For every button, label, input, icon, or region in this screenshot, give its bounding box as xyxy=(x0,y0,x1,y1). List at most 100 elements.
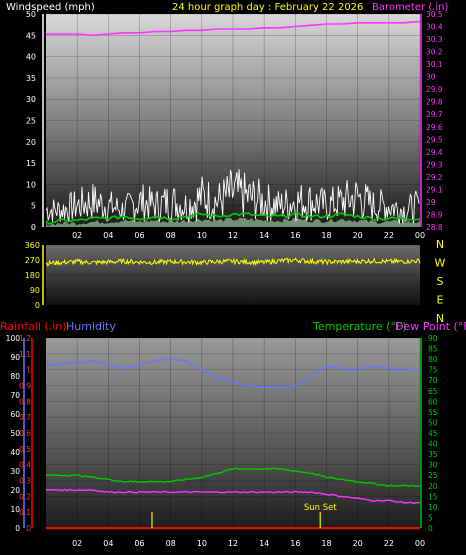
x-tick-label: 08 xyxy=(166,539,176,548)
humidity-tick-label: 20 xyxy=(10,486,20,495)
temperature-tick-label: 35 xyxy=(428,450,438,459)
x-tick-label: 00 xyxy=(415,539,425,548)
barometer-tick-label: 28.8 xyxy=(426,223,443,232)
temperature-tick-label: 40 xyxy=(428,440,438,449)
barometer-tick-label: 30.4 xyxy=(426,23,443,32)
barometer-tick-label: 29.7 xyxy=(426,110,443,119)
wind-speed-line xyxy=(45,169,420,224)
compass-label: E xyxy=(437,294,444,307)
wind-tick-label: 25 xyxy=(26,117,36,126)
wind-tick-label: 45 xyxy=(26,31,36,40)
barometer-tick-label: 29.6 xyxy=(426,123,443,132)
x-tick-label: 06 xyxy=(134,539,144,548)
wind-tick-label: 40 xyxy=(26,53,36,62)
temperature-tick-label: 15 xyxy=(428,492,438,501)
rainfall-tick-label: 0.4 xyxy=(19,461,31,470)
x-tick-label: 20 xyxy=(353,231,363,240)
rainfall-tick-label: 0.7 xyxy=(19,413,31,422)
x-tick-label: 12 xyxy=(228,539,238,548)
temperature-tick-label: 20 xyxy=(428,482,438,491)
compass-label: N xyxy=(436,312,444,325)
barometer-tick-label: 30 xyxy=(426,73,436,82)
compass-label: W xyxy=(435,257,446,270)
temperature-tick-label: 45 xyxy=(428,429,438,438)
temperature-tick-label: 25 xyxy=(428,471,438,480)
barometer-tick-label: 29.4 xyxy=(426,148,443,157)
barometer-tick-label: 30.2 xyxy=(426,48,443,57)
temperature-tick-label: 75 xyxy=(428,366,438,375)
temperature-tick-label: 85 xyxy=(428,345,438,354)
temperature-tick-label: 50 xyxy=(428,418,438,427)
wind-direction-line xyxy=(45,257,421,267)
rainfall-tick-label: 0.1 xyxy=(19,508,31,517)
barometer-tick-label: 30.3 xyxy=(426,35,443,44)
temperature-tick-label: 60 xyxy=(428,397,438,406)
x-tick-label: 14 xyxy=(259,539,269,548)
rainfall-tick-label: 1.1 xyxy=(19,350,31,359)
humidity-tick-label: 90 xyxy=(10,353,20,362)
temperature-tick-label: 70 xyxy=(428,376,438,385)
wind-axis-title: Windspeed (mph) xyxy=(6,2,95,13)
x-tick-label: 14 xyxy=(259,231,269,240)
x-tick-label: 22 xyxy=(384,539,394,548)
humidity-tick-label: 60 xyxy=(10,410,20,419)
temperature-tick-label: 65 xyxy=(428,387,438,396)
humidity-tick-label: 100 xyxy=(6,334,21,343)
wind-tick-label: 0 xyxy=(31,223,36,232)
x-tick-label: 18 xyxy=(321,231,331,240)
humidity-tick-label: 40 xyxy=(10,448,20,457)
barometer-tick-label: 29.3 xyxy=(426,160,443,169)
barometer-axis-title: Barometer (.in) xyxy=(372,2,448,13)
barometer-tick-label: 29.8 xyxy=(426,98,443,107)
temperature-tick-label: 0 xyxy=(428,524,433,533)
temperature-tick-label: 5 xyxy=(428,513,433,522)
barometer-tick-label: 28.9 xyxy=(426,210,443,219)
wind-tick-label: 35 xyxy=(26,74,36,83)
dewpoint-axis-title: Dew Point (°F) xyxy=(395,320,466,333)
temperature-tick-label: 90 xyxy=(428,334,438,343)
x-tick-label: 02 xyxy=(72,231,82,240)
rainfall-tick-label: 0.2 xyxy=(19,492,31,501)
barometer-tick-label: 30.1 xyxy=(426,60,443,69)
rainfall-tick-label: 0.9 xyxy=(19,382,31,391)
direction-plot-area xyxy=(46,245,420,305)
rainfall-tick-label: 0 xyxy=(26,524,31,533)
x-tick-label: 08 xyxy=(166,231,176,240)
humidity-tick-label: 0 xyxy=(15,524,20,533)
rainfall-tick-label: 1.2 xyxy=(19,334,31,343)
humidity-tick-label: 80 xyxy=(10,372,20,381)
x-tick-label: 10 xyxy=(197,539,207,548)
temperature-axis-title: Temperature (°F) xyxy=(312,320,407,333)
wind-tick-label: 15 xyxy=(26,159,36,168)
humidity-tick-label: 70 xyxy=(10,391,20,400)
rainfall-tick-label: 0.5 xyxy=(19,445,31,454)
x-tick-label: 20 xyxy=(353,539,363,548)
wind-average-fill xyxy=(46,217,420,227)
x-tick-label: 06 xyxy=(134,231,144,240)
humidity-tick-label: 30 xyxy=(10,467,20,476)
x-tick-label: 16 xyxy=(290,539,300,548)
wind-tick-label: 5 xyxy=(31,202,36,211)
compass-label: N xyxy=(436,238,444,251)
x-tick-label: 22 xyxy=(384,231,394,240)
rainfall-tick-label: 0.8 xyxy=(19,397,31,406)
rainfall-axis-title: Rainfall (.in) xyxy=(0,320,67,333)
chart-title: 24 hour graph day : February 22 2026 xyxy=(172,2,363,13)
direction-tick-label: 180 xyxy=(25,271,40,280)
humidity-line xyxy=(45,357,421,389)
dewpoint-line xyxy=(45,488,421,505)
x-tick-label: 12 xyxy=(228,231,238,240)
wind-tick-label: 10 xyxy=(26,180,36,189)
x-tick-label: 04 xyxy=(103,231,113,240)
rainfall-tick-label: 1 xyxy=(26,366,31,375)
wind-tick-label: 20 xyxy=(26,138,36,147)
barometer-tick-label: 29.5 xyxy=(426,135,443,144)
temperature-tick-label: 55 xyxy=(428,408,438,417)
temperature-tick-label: 10 xyxy=(428,503,438,512)
compass-label: S xyxy=(437,275,444,288)
barometer-tick-label: 29.1 xyxy=(426,185,443,194)
direction-tick-label: 0 xyxy=(35,301,40,310)
x-tick-label: 16 xyxy=(290,231,300,240)
x-tick-label: 18 xyxy=(321,539,331,548)
